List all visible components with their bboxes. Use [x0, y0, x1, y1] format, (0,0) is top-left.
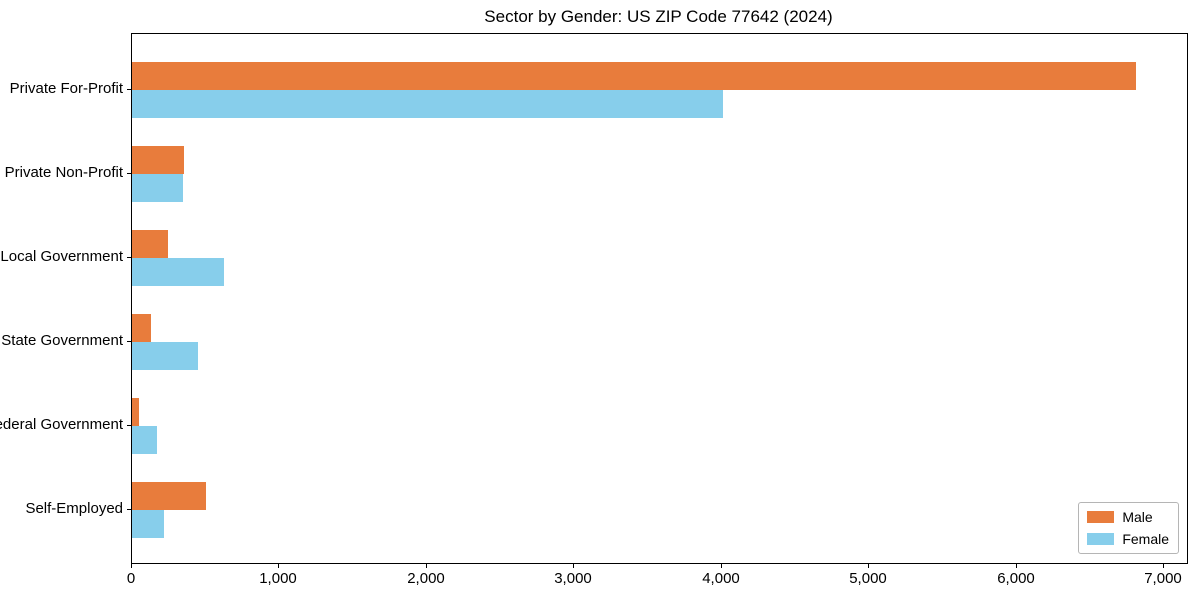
- y-axis-label: Federal Government: [0, 415, 123, 433]
- y-axis-label: Private Non-Profit: [4, 163, 123, 181]
- bar-female-self-employed: [132, 509, 164, 538]
- x-axis-tick-label: 1,000: [259, 570, 297, 587]
- x-tick-mark: [278, 564, 279, 568]
- x-tick-mark: [1163, 564, 1164, 568]
- x-axis-tick-label: 0: [126, 570, 136, 587]
- legend-entry-female: Female: [1087, 531, 1169, 547]
- legend-label-female: Female: [1122, 531, 1169, 547]
- x-tick-mark: [868, 564, 869, 568]
- chart-title: Sector by Gender: US ZIP Code 77642 (202…: [484, 7, 833, 26]
- bar-female-private-non-profit: [132, 173, 183, 202]
- x-tick-mark: [1016, 564, 1017, 568]
- x-axis-tick-label: 4,000: [702, 570, 740, 587]
- plot-area: Male Female: [131, 33, 1188, 564]
- bar-male-federal-government: [132, 397, 139, 426]
- x-tick-mark: [131, 564, 132, 568]
- bar-female-federal-government: [132, 425, 157, 454]
- y-tick-mark: [127, 424, 131, 426]
- x-tick-mark: [573, 564, 574, 568]
- y-axis-label: Self-Employed: [25, 499, 123, 517]
- x-axis-tick-label: 3,000: [554, 570, 592, 587]
- x-axis-tick-label: 6,000: [997, 570, 1035, 587]
- legend-swatch-male: [1087, 511, 1115, 523]
- x-axis-tick-label: 5,000: [849, 570, 887, 587]
- bar-male-private-for-profit: [132, 61, 1136, 90]
- x-axis-tick-label: 7,000: [1144, 570, 1182, 587]
- bar-female-private-for-profit: [132, 89, 723, 118]
- legend-entry-male: Male: [1087, 509, 1169, 525]
- bar-male-local-government: [132, 229, 168, 258]
- legend-swatch-female: [1087, 533, 1115, 545]
- y-tick-mark: [127, 256, 131, 258]
- bar-male-state-government: [132, 313, 151, 342]
- y-tick-mark: [127, 340, 131, 342]
- x-axis-tick-label: 2,000: [407, 570, 445, 587]
- y-tick-mark: [127, 172, 131, 174]
- bar-female-state-government: [132, 341, 198, 370]
- legend-label-male: Male: [1122, 509, 1153, 525]
- y-tick-mark: [127, 88, 131, 90]
- x-tick-mark: [721, 564, 722, 568]
- bar-female-local-government: [132, 257, 224, 286]
- bar-male-private-non-profit: [132, 145, 184, 174]
- y-axis-label: Private For-Profit: [9, 79, 123, 97]
- y-tick-mark: [127, 508, 131, 510]
- legend: Male Female: [1078, 502, 1179, 554]
- bar-male-self-employed: [132, 481, 206, 510]
- y-axis-label: Local Government: [0, 247, 123, 265]
- y-axis-label: State Government: [1, 331, 123, 349]
- x-tick-mark: [426, 564, 427, 568]
